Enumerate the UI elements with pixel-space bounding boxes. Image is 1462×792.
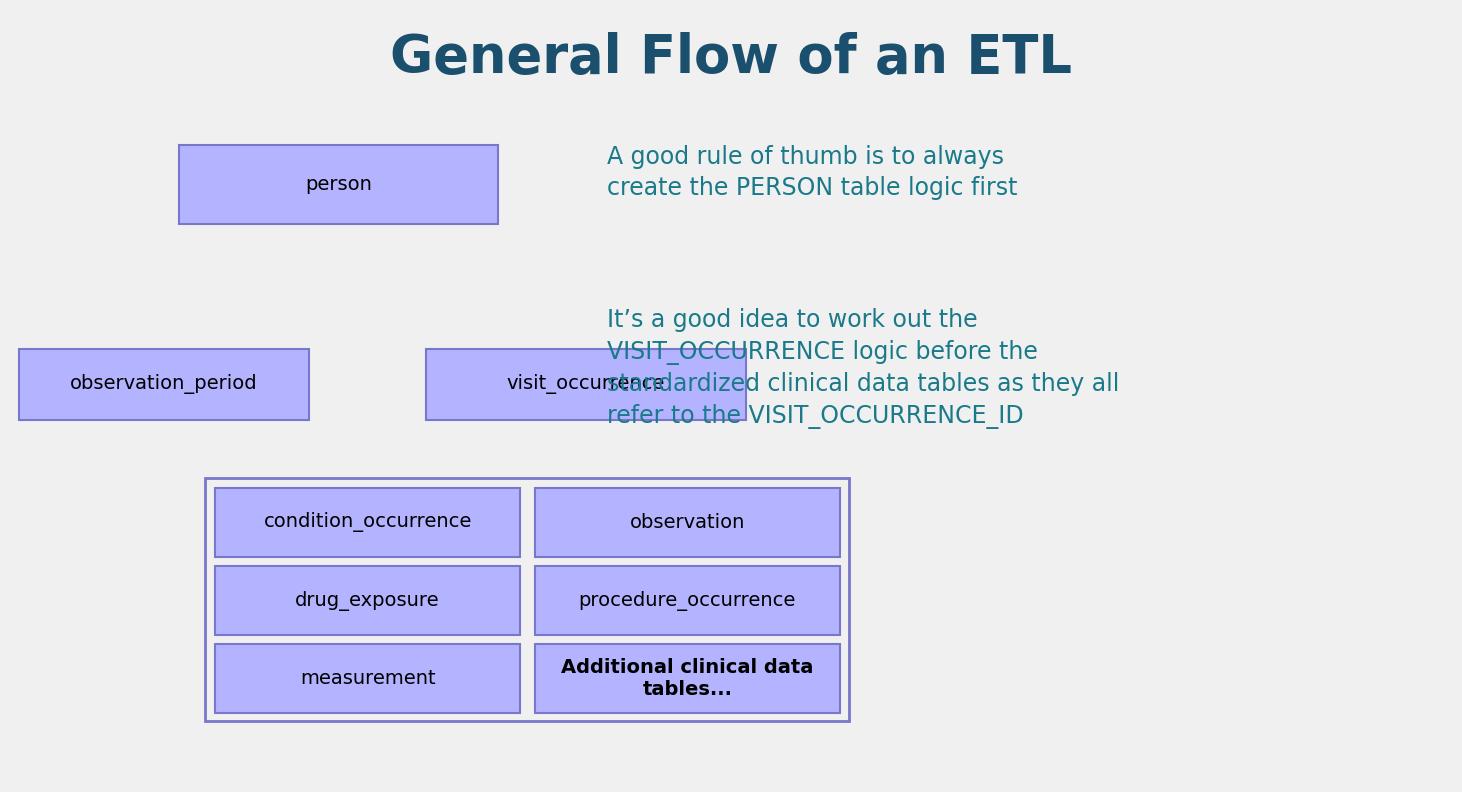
FancyBboxPatch shape [215,645,520,714]
Text: General Flow of an ETL: General Flow of an ETL [390,32,1072,84]
FancyBboxPatch shape [215,488,520,557]
FancyBboxPatch shape [535,645,841,714]
FancyBboxPatch shape [178,145,499,223]
Text: measurement: measurement [300,669,436,688]
Text: It’s a good idea to work out the
VISIT_OCCURRENCE logic before the
standardized : It’s a good idea to work out the VISIT_O… [607,308,1120,429]
Text: visit_occurrence: visit_occurrence [506,375,665,394]
FancyBboxPatch shape [535,488,841,557]
Text: procedure_occurrence: procedure_occurrence [579,591,797,611]
Text: observation_period: observation_period [70,375,257,394]
FancyBboxPatch shape [19,349,310,420]
Text: observation: observation [630,512,746,531]
Text: A good rule of thumb is to always
create the PERSON table logic first: A good rule of thumb is to always create… [607,145,1018,200]
Text: drug_exposure: drug_exposure [295,591,440,611]
Text: condition_occurrence: condition_occurrence [263,512,472,532]
Text: Additional clinical data
tables...: Additional clinical data tables... [561,658,813,699]
FancyBboxPatch shape [535,566,841,635]
Text: person: person [306,175,371,194]
FancyBboxPatch shape [215,566,520,635]
FancyBboxPatch shape [425,349,746,420]
